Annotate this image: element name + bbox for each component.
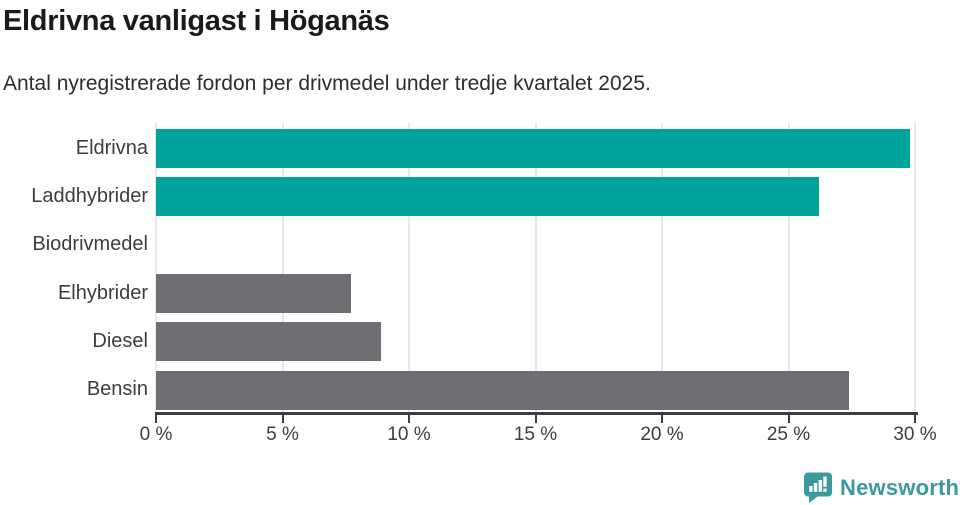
tick-label-30-pct: 30 % xyxy=(893,424,937,445)
category-label-bensin: Bensin xyxy=(86,378,148,401)
tick-label-10-pct: 10 % xyxy=(387,424,431,445)
tick-mark-0-pct xyxy=(155,415,157,423)
tick-label-5-pct: 5 % xyxy=(266,424,299,445)
tick-label-15-pct: 15 % xyxy=(513,424,558,445)
gridline-20-pct xyxy=(661,123,663,413)
gridline-15-pct xyxy=(534,123,537,413)
bar-diesel xyxy=(156,322,382,362)
bar-eldrivna xyxy=(156,129,910,168)
tick-label-0-pct: 0 % xyxy=(139,424,173,445)
tick-label-20-pct: 20 % xyxy=(640,424,684,445)
tick-mark-20-pct xyxy=(661,415,663,423)
gridline-0-pct xyxy=(155,123,157,413)
gridline-10-pct xyxy=(408,123,410,413)
newsworthy-logo[interactable]: Newsworthy xyxy=(803,472,960,503)
tick-mark-10-pct xyxy=(408,415,410,423)
bar-bensin xyxy=(156,370,850,410)
category-label-elhybrider: Elhybrider xyxy=(57,281,148,304)
bar-laddhybrider xyxy=(156,177,819,217)
category-label-laddhybrider: Laddhybrider xyxy=(31,184,148,207)
tick-mark-15-pct xyxy=(534,415,537,423)
tick-mark-30-pct xyxy=(914,415,916,423)
gridline-25-pct xyxy=(787,123,790,413)
category-label-biodrivmedel: Biodrivmedel xyxy=(32,233,148,256)
gridline-5-pct xyxy=(281,123,284,413)
chart-title: Eldrivna vanligast i Höganäs xyxy=(3,5,390,37)
newsworthy-brand-text: Newsworthy xyxy=(840,474,960,500)
x-axis-line xyxy=(155,412,918,415)
chart-subtitle: Antal nyregistrerade fordon per drivmede… xyxy=(3,72,651,95)
gridline-30-pct xyxy=(914,123,916,413)
newsworthy-bubble-icon xyxy=(804,472,832,503)
tick-label-25-pct: 25 % xyxy=(766,424,811,445)
tick-mark-25-pct xyxy=(787,415,790,423)
category-label-eldrivna: Eldrivna xyxy=(75,136,148,159)
category-label-diesel: Diesel xyxy=(92,329,148,352)
tick-mark-5-pct xyxy=(281,415,284,423)
bar-elhybrider xyxy=(156,274,351,313)
bar-chart-plot-area xyxy=(155,123,916,413)
